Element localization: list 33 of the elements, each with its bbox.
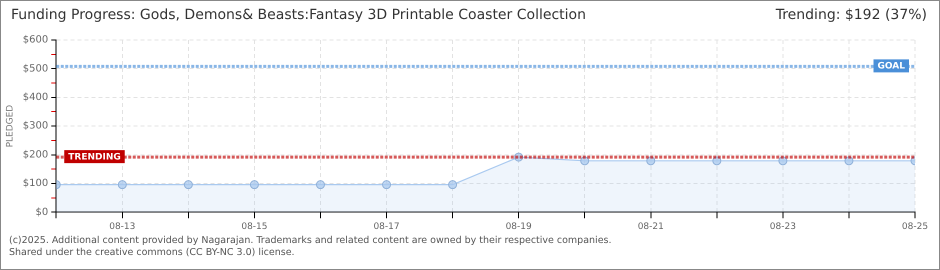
text: (c)2025. Additional content provided by Nagarajan. Trademarks and related content are owned by their respective companies.	[9, 235, 613, 247]
chart-title: Funding Progress: Gods, Demons& Beasts:Fantasy 3D Printable Coaster Collection	[11, 7, 586, 25]
ref-line-label: TRENDING	[68, 152, 121, 162]
x-tick-label: 08-13	[109, 222, 136, 232]
x-tick-label: 08-21	[638, 222, 664, 232]
y-tick-label: $0	[36, 206, 48, 218]
text: Shared under the creative commons (CC BY-NC 3.0) license.	[9, 247, 296, 259]
x-tick-label: 08-19	[506, 222, 532, 232]
y-tick-label: $500	[22, 63, 48, 74]
ref-line-label: GOAL	[878, 62, 906, 72]
point	[316, 180, 325, 190]
point	[184, 180, 193, 190]
point	[580, 156, 590, 166]
y-tick-label: $200	[22, 149, 48, 160]
point	[382, 180, 392, 190]
y-axis-title: PLEDGED	[6, 104, 16, 148]
y-tick-label: $100	[22, 178, 48, 190]
point	[250, 180, 259, 190]
y-tick-label: $600	[22, 34, 48, 46]
point	[118, 180, 127, 190]
point	[448, 180, 458, 190]
y-tick-label: $400	[22, 92, 48, 103]
point	[712, 156, 722, 166]
chart-subtitle: Trending: $192 (37%)	[776, 7, 927, 25]
point	[646, 156, 656, 166]
x-tick-label: 08-17	[373, 222, 400, 232]
x-tick-label: 08-25	[902, 222, 928, 232]
x-tick-label: 08-23	[770, 222, 796, 232]
point	[844, 156, 854, 166]
x-tick-label: 08-15	[241, 222, 268, 232]
y-tick-label: $300	[22, 120, 48, 132]
point	[778, 156, 788, 166]
point	[514, 152, 524, 162]
